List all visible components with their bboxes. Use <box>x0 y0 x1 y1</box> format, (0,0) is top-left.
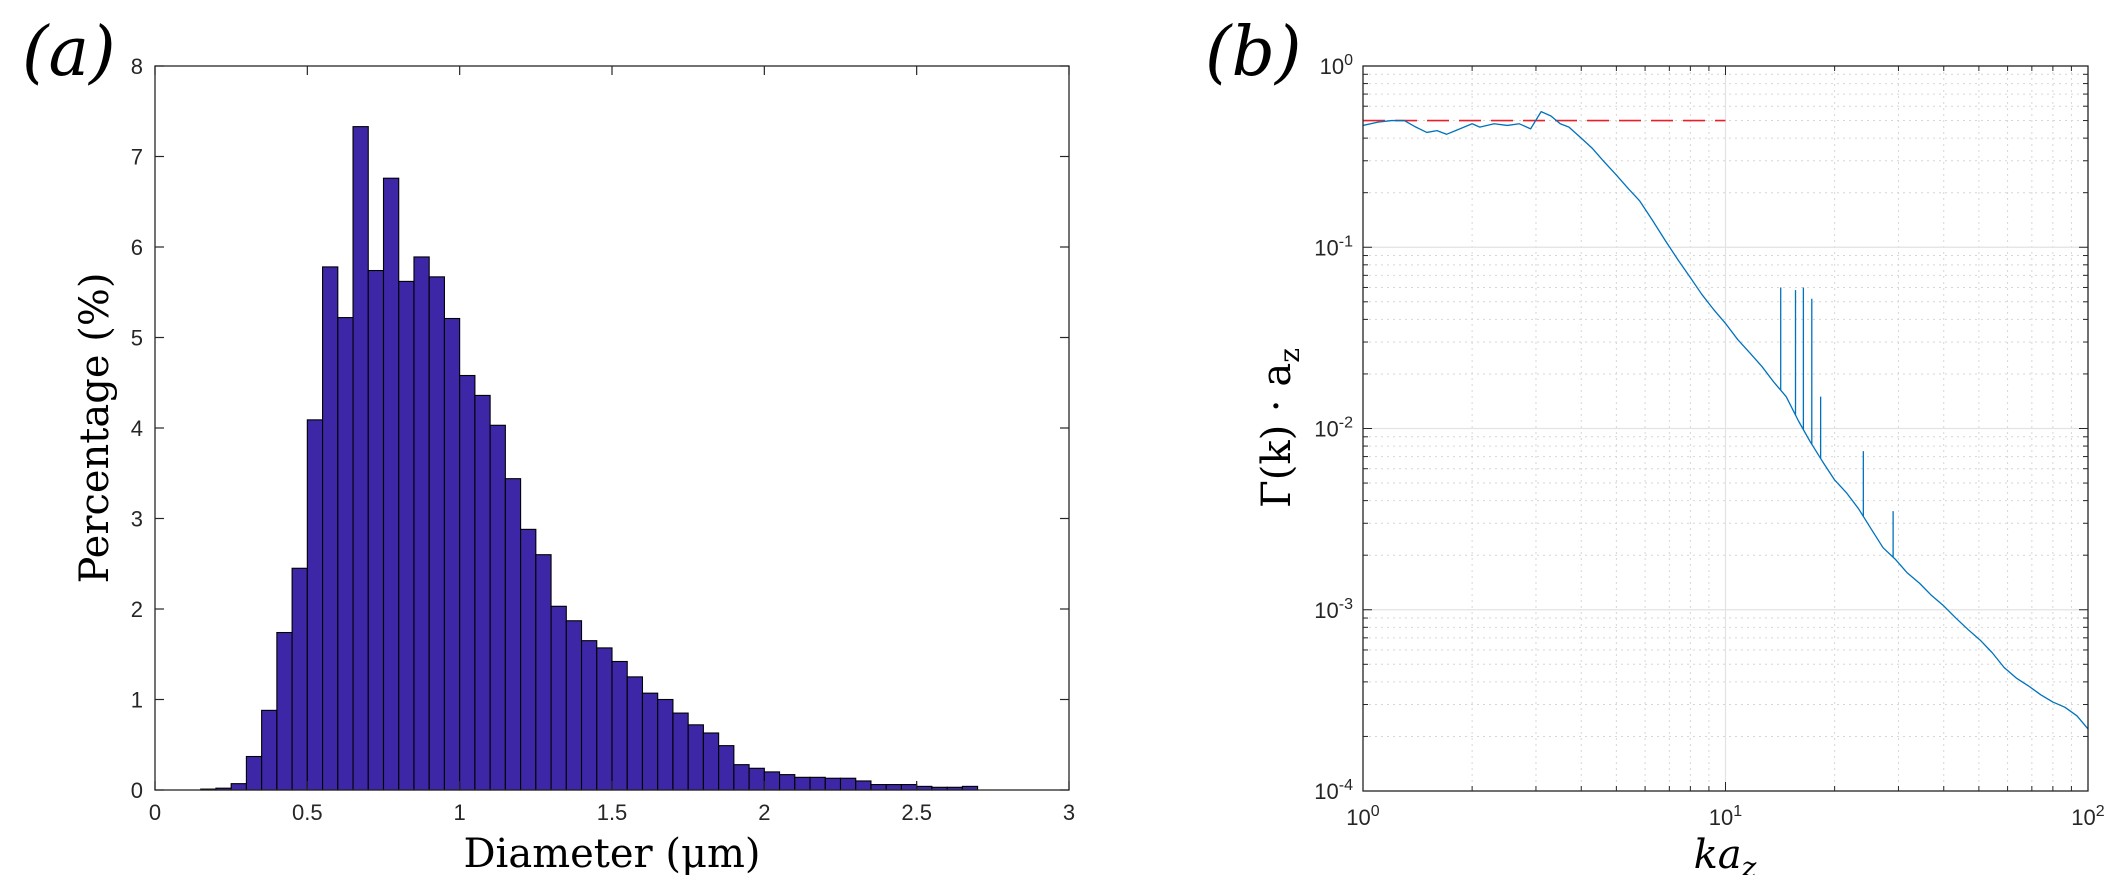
histogram-axes-box <box>154 65 1070 791</box>
histogram-bar <box>291 567 308 791</box>
spectrum-y-axis-label: Γ(k) · az <box>1254 348 1306 508</box>
histogram-bar <box>474 394 491 791</box>
spectrum-grid <box>1362 65 2089 792</box>
x-tick-label: 101 <box>1709 803 1742 830</box>
panel-label-b: (b) <box>1205 13 1302 92</box>
x-tick-label: 102 <box>2071 803 2104 830</box>
histogram-bar <box>809 776 826 791</box>
histogram-bar <box>763 771 781 791</box>
y-tick-label: 10-2 <box>1314 415 1353 442</box>
histogram-bar <box>261 709 278 791</box>
histogram-bar <box>779 774 796 791</box>
y-tick-label: 7 <box>131 145 143 170</box>
histogram-bar <box>702 732 720 791</box>
histogram-bar <box>580 640 598 791</box>
histogram-bar <box>565 620 583 791</box>
histogram-bar <box>733 764 750 791</box>
x-tick-label: 0 <box>149 800 161 825</box>
histogram-bar <box>489 424 506 791</box>
histogram-bar <box>748 767 765 791</box>
spectrum-x-tick-labels: 100 101 102 <box>1346 803 2104 830</box>
spectrum-x-axis-label: kaz <box>1694 832 1757 875</box>
histogram-bar <box>459 374 476 791</box>
histogram-bar <box>687 724 704 791</box>
y-tick-label: 3 <box>131 507 143 532</box>
histogram-bar <box>672 712 689 791</box>
histogram-bar <box>794 776 811 791</box>
histogram-bar <box>596 647 613 791</box>
histogram-bar <box>839 777 857 791</box>
histogram-bar <box>718 745 735 791</box>
y-tick-label: 4 <box>131 416 143 441</box>
histogram-bar <box>611 660 628 791</box>
spectrum-axes-box <box>1362 65 2089 792</box>
spectrum-panel: (b) 100 101 102 10-4 10-3 10-2 10-1 100 kaz Γ(… <box>1205 13 2105 875</box>
spectrum-ticks <box>1362 66 2088 792</box>
y-tick-label: 8 <box>131 54 143 79</box>
y-tick-label: 10-4 <box>1314 777 1353 804</box>
histogram-bar <box>230 783 247 791</box>
histogram-bar <box>322 266 339 791</box>
histogram-panel: (a) 0 0.5 1 1.5 2 2.5 3 0 1 2 3 4 5 6 7 8 Diameter (μm… <box>22 13 1075 875</box>
y-tick-label: 2 <box>131 597 143 622</box>
x-tick-label: 0.5 <box>292 800 323 825</box>
histogram-bar <box>900 784 918 791</box>
spectrum-series-line <box>1362 110 2089 730</box>
histogram-y-tick-labels: 0 1 2 3 4 5 6 7 8 <box>131 54 143 803</box>
histogram-bar <box>428 276 445 791</box>
histogram-bar <box>626 676 644 791</box>
y-tick-label: 10-3 <box>1314 596 1353 623</box>
histogram-bar <box>337 317 354 791</box>
panel-label-a: (a) <box>22 13 116 92</box>
histogram-x-tick-labels: 0 0.5 1 1.5 2 2.5 3 <box>149 800 1075 825</box>
y-tick-label: 1 <box>131 688 143 713</box>
spectrum-spikes <box>1780 287 1894 558</box>
histogram-bar <box>550 605 567 791</box>
x-tick-label: 2 <box>758 800 770 825</box>
x-tick-label: 100 <box>1346 803 1379 830</box>
histogram-y-axis-label: Percentage (%) <box>72 273 118 584</box>
spectrum-y-tick-labels: 10-4 10-3 10-2 10-1 100 <box>1314 52 1353 804</box>
y-tick-label: 100 <box>1320 52 1353 79</box>
histogram-bar <box>276 631 293 791</box>
histogram-bar <box>443 317 461 791</box>
histogram-bar <box>824 777 842 791</box>
y-tick-label: 5 <box>131 326 143 351</box>
histogram-bar <box>367 269 385 791</box>
x-tick-label: 1 <box>454 800 466 825</box>
histogram-bar <box>504 478 522 791</box>
histogram-bar <box>657 698 674 791</box>
x-tick-label: 1.5 <box>597 800 628 825</box>
histogram-bar <box>520 528 537 791</box>
histogram-bar <box>306 419 324 791</box>
histogram-bar <box>641 692 659 791</box>
histogram-bar <box>352 126 369 791</box>
histogram-bar <box>398 280 415 791</box>
y-tick-label: 0 <box>131 778 143 803</box>
y-tick-label: 10-1 <box>1314 233 1353 260</box>
histogram-bar <box>413 256 430 791</box>
histogram-x-axis-label: Diameter (μm) <box>463 831 760 875</box>
histogram-bar <box>382 177 400 791</box>
histogram-bar <box>855 780 872 791</box>
histogram-bar <box>535 554 552 791</box>
x-tick-label: 2.5 <box>901 800 932 825</box>
histogram-bar <box>885 784 902 791</box>
x-tick-label: 3 <box>1063 800 1075 825</box>
y-tick-label: 6 <box>131 235 143 260</box>
histogram-bar <box>245 755 263 791</box>
histogram-bar <box>870 784 887 791</box>
